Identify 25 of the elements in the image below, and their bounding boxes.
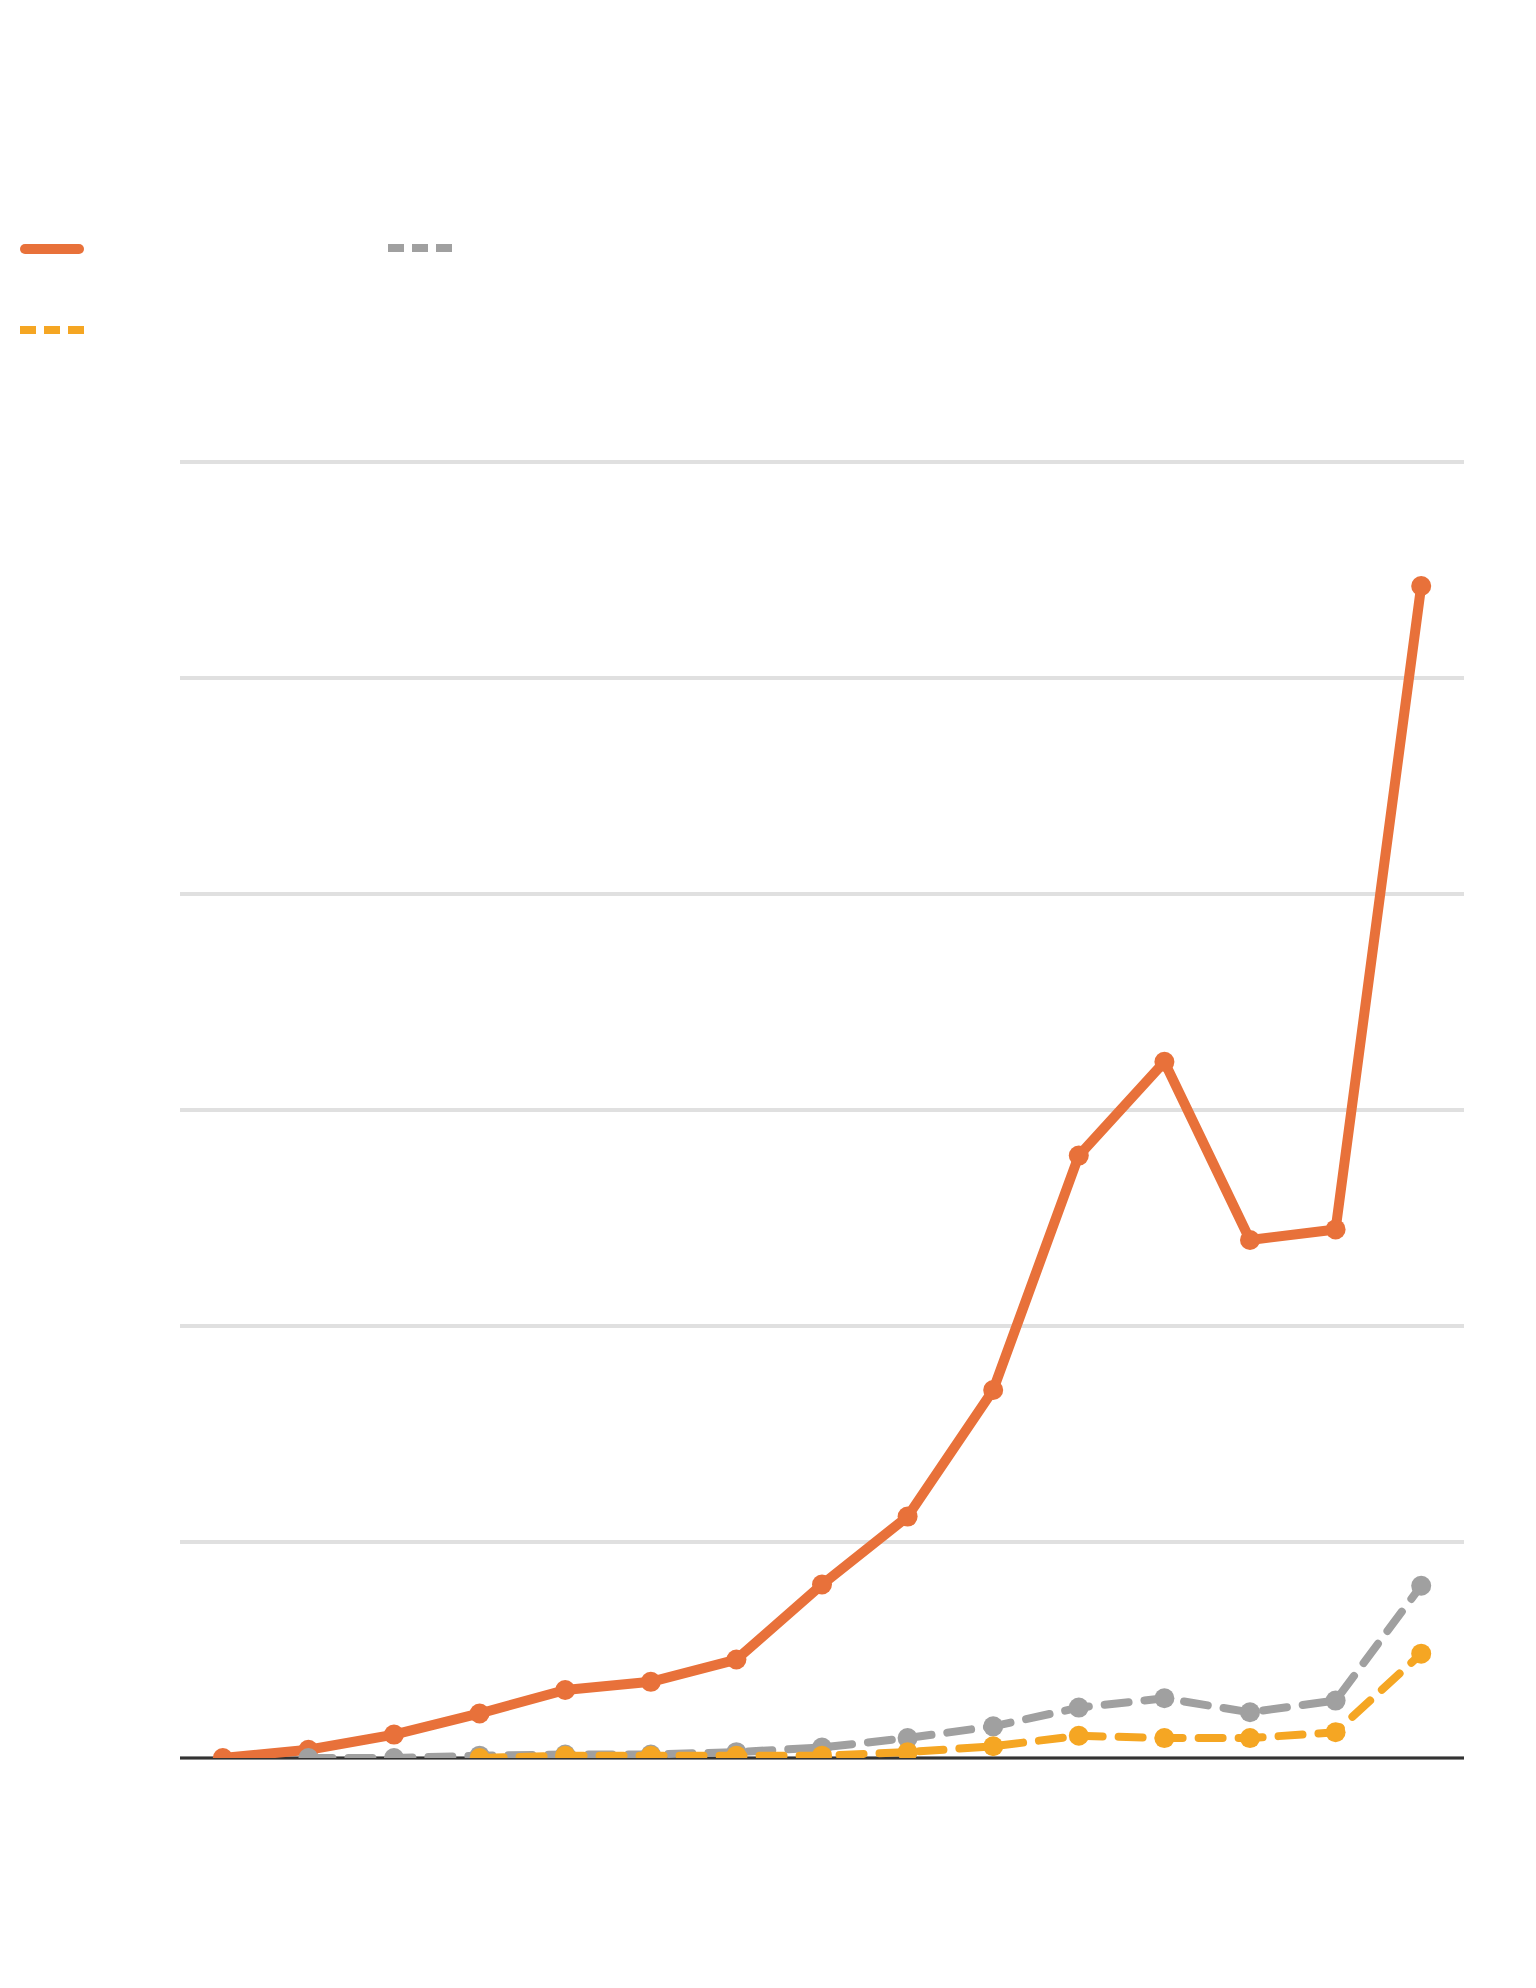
point — [726, 1649, 747, 1670]
point — [1240, 1229, 1260, 1250]
point — [1154, 1728, 1175, 1749]
point — [1325, 1219, 1346, 1240]
point — [983, 1716, 1004, 1737]
point — [1154, 1051, 1175, 1072]
point — [1240, 1702, 1260, 1723]
point — [1068, 1725, 1089, 1746]
point — [1411, 1643, 1432, 1664]
point — [1068, 1697, 1089, 1718]
point — [1411, 576, 1432, 596]
point — [1325, 1722, 1346, 1743]
point — [983, 1379, 1004, 1400]
point — [384, 1724, 404, 1745]
point — [469, 1703, 490, 1724]
point — [812, 1574, 832, 1595]
point — [1240, 1728, 1260, 1749]
point — [1325, 1690, 1346, 1711]
point — [1154, 1688, 1175, 1709]
point — [1068, 1145, 1089, 1166]
point — [897, 1506, 918, 1527]
point — [640, 1671, 661, 1692]
point — [983, 1736, 1004, 1757]
point — [555, 1680, 576, 1701]
point — [1411, 1575, 1432, 1596]
